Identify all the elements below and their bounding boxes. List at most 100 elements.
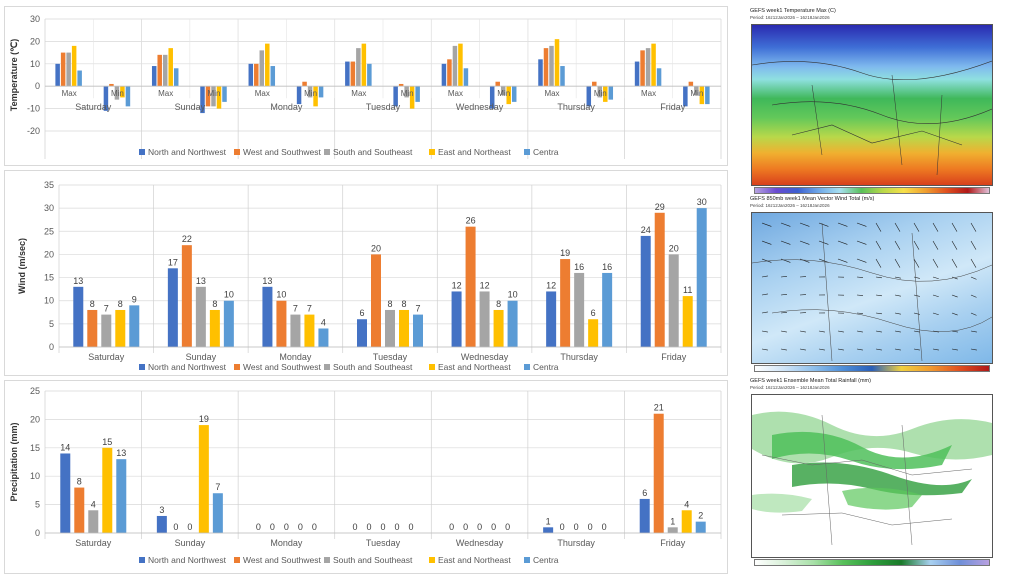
x-tick-label: Saturday [75,538,112,548]
y-tick-label: 20 [44,249,54,259]
x-tick-label: Wednesday [456,538,504,548]
bar [451,291,462,347]
wind-vector [875,240,882,250]
bar [270,66,276,87]
bar [543,527,554,533]
bar [262,286,273,347]
data-label: 16 [602,262,612,272]
bar [653,413,664,533]
data-label: 20 [371,243,381,253]
wind-vector [818,330,825,333]
wind-vector [951,222,958,232]
data-label: 19 [199,414,209,424]
x-tick-label: Saturday [75,102,112,112]
bar [634,61,640,87]
wind-vector [761,275,768,278]
bar [114,86,120,100]
temperature-map: GEFS week1 Temperature Max (C) Period: 1… [748,8,996,194]
wind-vector [970,348,977,351]
data-label: 0 [380,522,385,532]
wind-vector [856,258,867,263]
bar [318,86,324,98]
legend-entry: East and Northeast [438,147,511,157]
wind-vector [761,293,768,296]
rainfall-map-image [751,394,993,558]
wind-vector [894,240,901,250]
wind-vector [913,258,920,268]
bar [195,286,206,347]
subcategory-label: Min [594,89,607,98]
bar [265,43,270,87]
bar [157,54,162,87]
data-label: 8 [496,299,501,309]
legend-swatch [324,149,330,155]
x-tick-label: Tuesday [366,538,401,548]
temperature-map-title: GEFS week1 Temperature Max (C) [750,8,836,14]
bar [151,66,157,87]
data-label: 6 [359,308,364,318]
y-tick-label: 0 [49,342,54,352]
data-label: 6 [591,308,596,318]
bar [493,309,504,347]
bar [683,86,688,107]
wind-vector [780,348,787,351]
bar [156,515,167,533]
bar [216,86,222,109]
x-tick-label: Sunday [186,352,217,362]
wind-map-period: Period: 16z12Jan2026 – 16z18Jan2026 [750,203,830,208]
bar [103,86,109,111]
bar [102,447,113,533]
bar [543,48,549,87]
wind-vector [932,294,939,298]
data-label: 11 [683,285,692,295]
data-label: 8 [77,477,82,487]
wind-vector [970,312,977,316]
data-label: 0 [270,522,275,532]
bar [259,50,265,87]
x-tick-label: Tuesday [373,352,408,362]
legend-entry: North and Northwest [148,362,227,372]
data-label: 4 [321,317,326,327]
bar [173,68,179,87]
subcategory-label: Max [255,89,270,98]
bar [640,50,645,87]
y-axis-label: Temperature (℃) [9,39,19,111]
wind-vector [894,294,901,297]
y-tick-label: 15 [30,443,40,453]
data-label: 0 [588,522,593,532]
subcategory-label: Max [351,89,366,98]
y-tick-label: -10 [27,104,40,114]
data-label: 0 [312,522,317,532]
bar [223,300,234,347]
bar [597,86,603,98]
subcategory-label: Max [641,89,656,98]
wind-vector [780,258,791,263]
subcategory-label: Max [544,89,559,98]
bar [55,63,60,87]
bar [198,425,209,533]
wind-vector [875,276,882,279]
bar [125,86,131,107]
x-tick-label: Thursday [557,538,595,548]
wind-vector [951,294,958,298]
data-label: 10 [276,290,286,300]
legend-swatch [234,149,240,155]
bar [668,254,679,347]
wind-vector [856,222,867,227]
y-tick-label: 35 [44,180,54,190]
data-label: 21 [654,403,664,413]
data-label: 26 [466,216,476,226]
x-tick-label: Friday [661,352,687,362]
bar [209,309,220,347]
bar [60,52,66,87]
wind-vector [761,258,772,263]
bar [129,305,140,347]
data-label: 0 [366,522,371,532]
wind-vector [951,348,958,351]
bar [546,291,557,347]
legend-swatch [139,364,145,370]
y-axis-label: Precipitation (mm) [9,422,19,501]
bar [603,86,608,102]
bar [296,86,302,105]
